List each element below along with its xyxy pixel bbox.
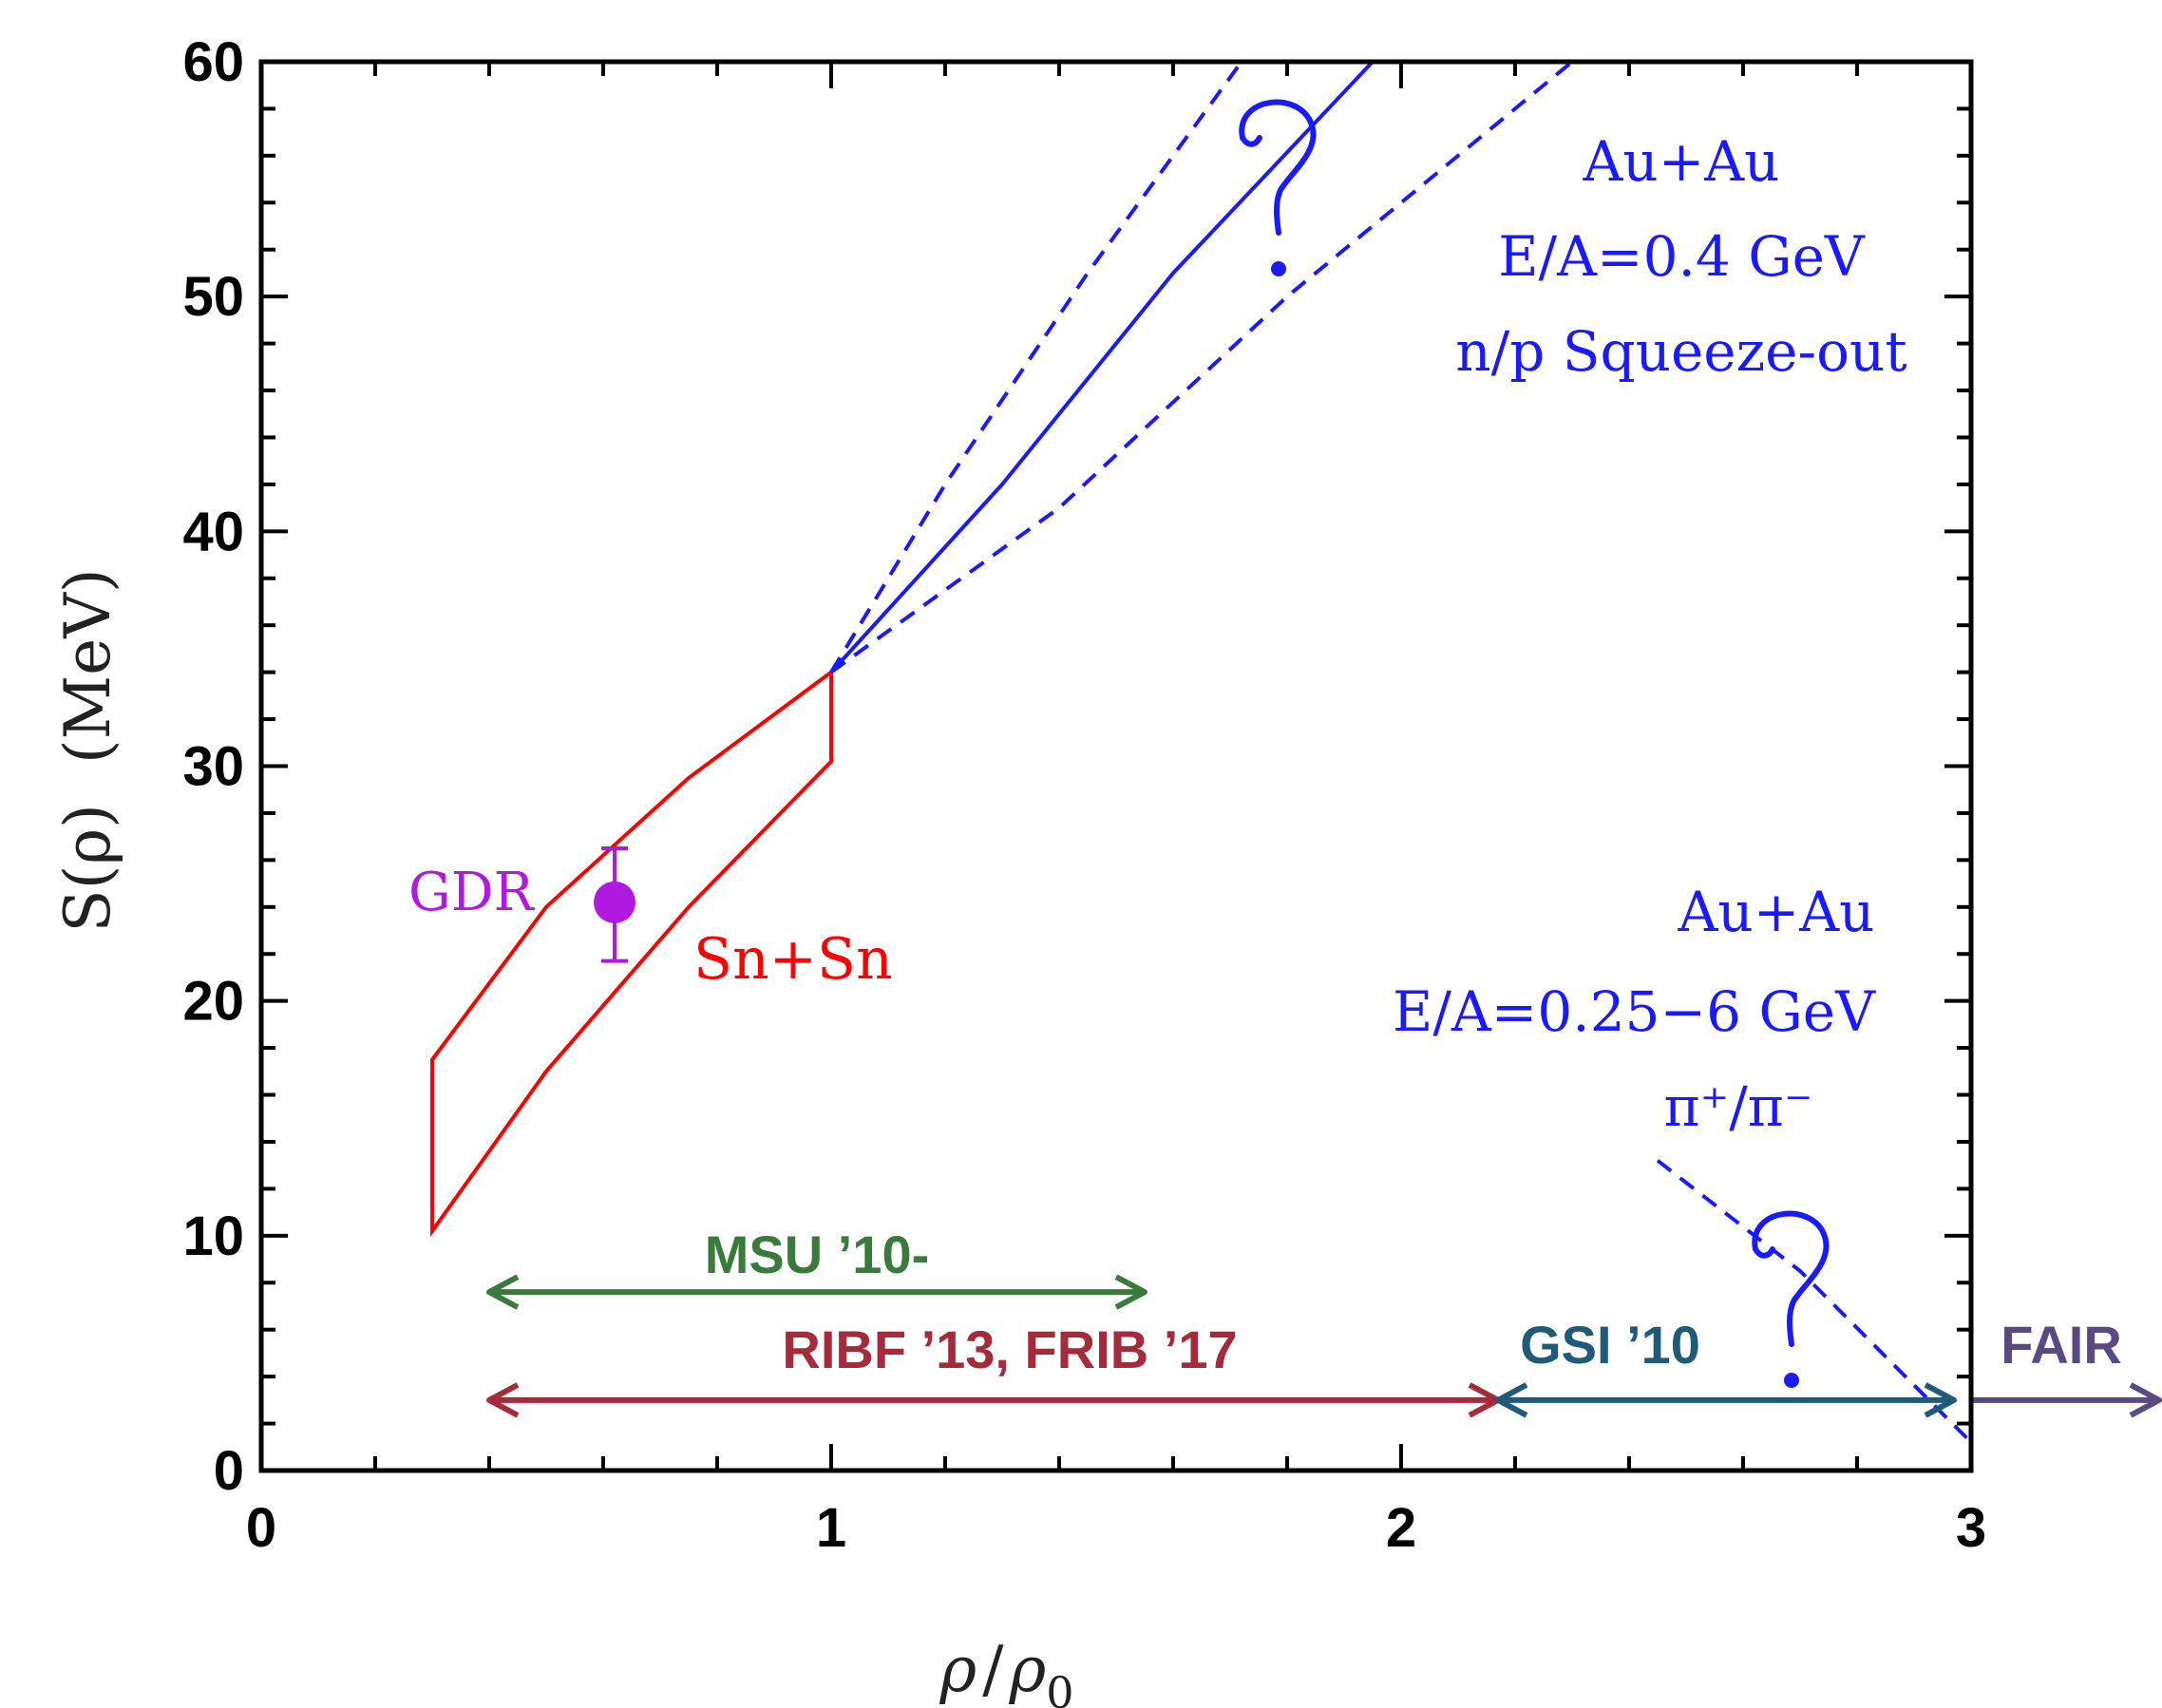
squeeze-label-line-2: E/A=0.4 GeV bbox=[1498, 224, 1866, 289]
range-label-ribf: RIBF ’13, FRIB ’17 bbox=[782, 1319, 1237, 1379]
pion-label-line-2: E/A=0.25−6 GeV bbox=[1393, 979, 1876, 1044]
x-tick-label: 1 bbox=[816, 1497, 846, 1559]
snsn-label: Sn+Sn bbox=[693, 926, 893, 993]
y-axis-title: S(ρ) (MeV) bbox=[51, 568, 124, 932]
y-tick-label: 50 bbox=[182, 266, 244, 328]
x-tick-label: 0 bbox=[246, 1497, 276, 1559]
question-mark-squeeze bbox=[1239, 99, 1317, 276]
range-arrowhead-start-gsi bbox=[1495, 1382, 1528, 1418]
y-tick-label: 10 bbox=[182, 1205, 244, 1267]
y-tick-label: 20 bbox=[182, 971, 244, 1033]
y-tick-label: 40 bbox=[182, 501, 244, 562]
pion-label-line-1: Au+Au bbox=[1677, 880, 1874, 944]
question-mark-pion bbox=[1752, 1210, 1830, 1388]
question-mark-squeeze-curl bbox=[1240, 135, 1262, 147]
y-tick-label: 0 bbox=[214, 1440, 244, 1502]
range-label-gsi: GSI ’10 bbox=[1520, 1315, 1700, 1375]
range-label-fair: FAIR bbox=[2001, 1315, 2122, 1375]
y-tick-label: 30 bbox=[182, 736, 244, 798]
y-tick-label: 60 bbox=[182, 31, 244, 93]
pion-ratio-line bbox=[1656, 1159, 1973, 1444]
range-label-msu: MSU ’10- bbox=[705, 1224, 930, 1284]
squeeze-upper-line bbox=[829, 60, 1243, 674]
x-axis-title: ρ/ρ0 bbox=[939, 1633, 1073, 1708]
squeeze-central-line bbox=[829, 60, 1375, 674]
question-mark-pion-dot bbox=[1784, 1373, 1799, 1388]
range-arrowhead-start-ribf bbox=[486, 1382, 520, 1418]
x-tick-label: 2 bbox=[1386, 1497, 1416, 1559]
range-arrowhead-end-gsi bbox=[1924, 1382, 1957, 1418]
plot-marks bbox=[430, 60, 2162, 1444]
squeeze-lower-line bbox=[829, 60, 1574, 674]
gdr-label: GDR bbox=[408, 862, 536, 923]
gdr-point bbox=[594, 881, 635, 923]
range-arrowhead-start-msu bbox=[486, 1274, 520, 1310]
question-mark-squeeze-stroke bbox=[1239, 99, 1317, 236]
x-tick-label: 3 bbox=[1956, 1497, 1986, 1559]
squeeze-label-line-1: Au+Au bbox=[1582, 129, 1779, 194]
question-mark-squeeze-dot bbox=[1271, 261, 1286, 276]
range-arrowhead-end-fair bbox=[2129, 1382, 2162, 1418]
range-arrowhead-end-msu bbox=[1114, 1274, 1147, 1310]
plot-frame bbox=[258, 59, 1974, 1473]
snsn-region bbox=[430, 668, 833, 1238]
squeeze-label-line-3: n/p Squeeze-out bbox=[1455, 319, 1906, 384]
question-mark-pion-stroke bbox=[1752, 1210, 1830, 1347]
question-mark-pion-curl bbox=[1753, 1246, 1775, 1259]
pion-label-line-3: π⁺/π⁻ bbox=[1663, 1074, 1812, 1139]
